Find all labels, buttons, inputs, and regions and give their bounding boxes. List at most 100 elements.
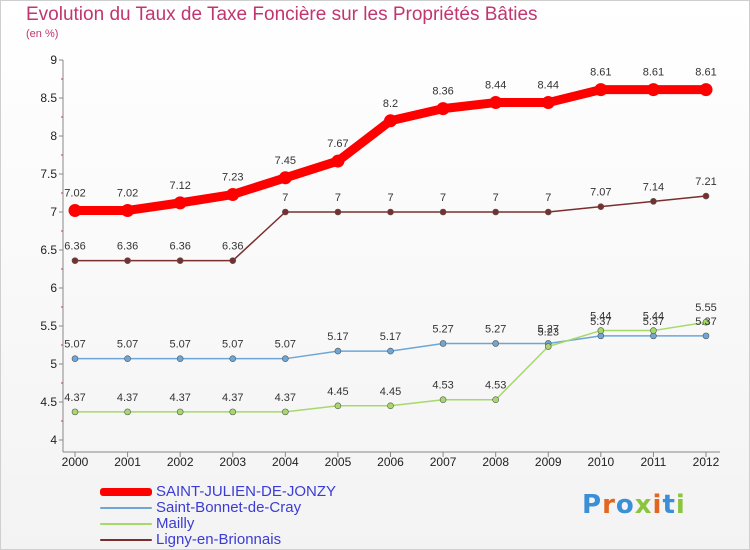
logo-letter: i: [675, 490, 686, 520]
data-label: 4.37: [275, 392, 296, 404]
x-tick-label: 2008: [482, 455, 509, 469]
x-tick-label: 2006: [377, 455, 404, 469]
series-point: [173, 196, 187, 210]
series-point: [334, 347, 342, 355]
legend-swatch: [100, 523, 152, 525]
series-point: [384, 114, 397, 128]
series-point: [282, 208, 289, 216]
series-point: [124, 355, 131, 362]
data-label: 7: [545, 192, 551, 204]
data-label: 7: [335, 192, 341, 204]
series-point: [492, 396, 499, 404]
legend-label: Saint-Bonnet-de-Cray: [156, 499, 302, 516]
legend-swatch: [100, 539, 152, 541]
x-tick-label: 2010: [587, 455, 614, 469]
data-label: 5.55: [695, 302, 716, 314]
series-point: [650, 327, 657, 334]
data-label: 5.17: [327, 331, 348, 343]
logo-letter: o: [615, 490, 635, 520]
data-label: 6.36: [64, 241, 85, 253]
data-label: 5.17: [380, 331, 401, 343]
data-label: 7.45: [275, 155, 296, 167]
data-label: 4.45: [380, 386, 401, 398]
data-label: 6.36: [222, 241, 243, 253]
series-point: [331, 154, 345, 168]
series-point: [176, 408, 184, 416]
series-point: [176, 257, 184, 264]
series-point: [597, 203, 605, 210]
data-label: 4.37: [169, 392, 190, 404]
x-tick-label: 2002: [167, 455, 194, 469]
data-label: 8.61: [695, 67, 716, 79]
data-label: 7.12: [169, 180, 190, 192]
series-point: [439, 396, 447, 404]
x-tick-label: 2009: [535, 455, 562, 469]
x-tick-label: 2001: [114, 455, 141, 469]
legend-swatch: [100, 507, 152, 509]
data-label: 7.23: [222, 172, 243, 184]
series-point: [282, 408, 289, 416]
logo-letter: i: [652, 490, 663, 520]
data-label: 5.37: [643, 316, 664, 328]
series-point: [594, 83, 608, 97]
y-tick-label: 6: [50, 281, 57, 295]
chart-title: Evolution du Taux de Taxe Foncière sur l…: [26, 4, 538, 25]
series-point: [541, 96, 555, 110]
x-tick-label: 2007: [430, 455, 457, 469]
data-label: 6.36: [169, 241, 190, 253]
series-point: [492, 208, 499, 216]
data-label: 4.53: [432, 380, 453, 392]
proxiti-logo: Proxiti: [582, 490, 686, 520]
data-label: 5.27: [485, 323, 506, 335]
data-label: 5.37: [695, 316, 716, 328]
data-label: 5.07: [275, 339, 296, 351]
series-point: [334, 208, 342, 216]
series-point: [226, 188, 240, 202]
chart-subtitle: (en %): [26, 28, 59, 40]
series-point: [278, 171, 292, 185]
series-point: [489, 96, 503, 110]
data-label: 7: [387, 192, 393, 204]
y-tick-label: 8: [50, 129, 57, 143]
x-tick-label: 2003: [219, 455, 246, 469]
data-label: 4.37: [117, 392, 138, 404]
series-point: [229, 355, 237, 362]
y-tick-label: 8.5: [40, 91, 57, 105]
x-tick-label: 2012: [693, 455, 720, 469]
series-point: [439, 208, 447, 216]
data-label: 4.53: [485, 380, 506, 392]
data-label: 5.44: [590, 311, 611, 323]
data-label: 7: [440, 192, 446, 204]
data-label: 5.37: [590, 316, 611, 328]
logo-letter: x: [634, 490, 653, 520]
series-point: [544, 208, 552, 216]
x-tick-label: 2004: [272, 455, 299, 469]
data-label: 4.37: [222, 392, 243, 404]
data-label: 6.36: [117, 241, 138, 253]
legend-label: SAINT-JULIEN-DE-JONZY: [156, 483, 337, 500]
series-point: [492, 340, 499, 347]
data-label: 7.02: [117, 187, 138, 199]
data-label: 8.2: [383, 98, 398, 110]
y-tick-label: 9: [50, 53, 57, 67]
x-tick-label: 2000: [62, 455, 89, 469]
data-label: 7.67: [327, 138, 348, 150]
y-tick-label: 7.5: [40, 167, 57, 181]
data-label: 8.44: [485, 80, 506, 92]
legend-swatch: [100, 488, 152, 496]
y-tick-label: 6.5: [40, 243, 57, 257]
series-point: [68, 203, 82, 217]
data-label: 7.07: [590, 187, 611, 199]
logo-letter: t: [662, 490, 676, 520]
series-point: [702, 332, 710, 340]
y-tick-label: 5: [50, 357, 57, 371]
x-tick-label: 2005: [325, 455, 352, 469]
series-point: [436, 102, 450, 116]
series-point: [121, 203, 135, 217]
data-label: 7: [493, 192, 499, 204]
series-point: [387, 402, 394, 410]
data-label: 8.61: [590, 67, 611, 79]
data-label: 7.21: [695, 176, 716, 188]
data-label: 5.07: [169, 339, 190, 351]
series-point: [387, 208, 394, 216]
